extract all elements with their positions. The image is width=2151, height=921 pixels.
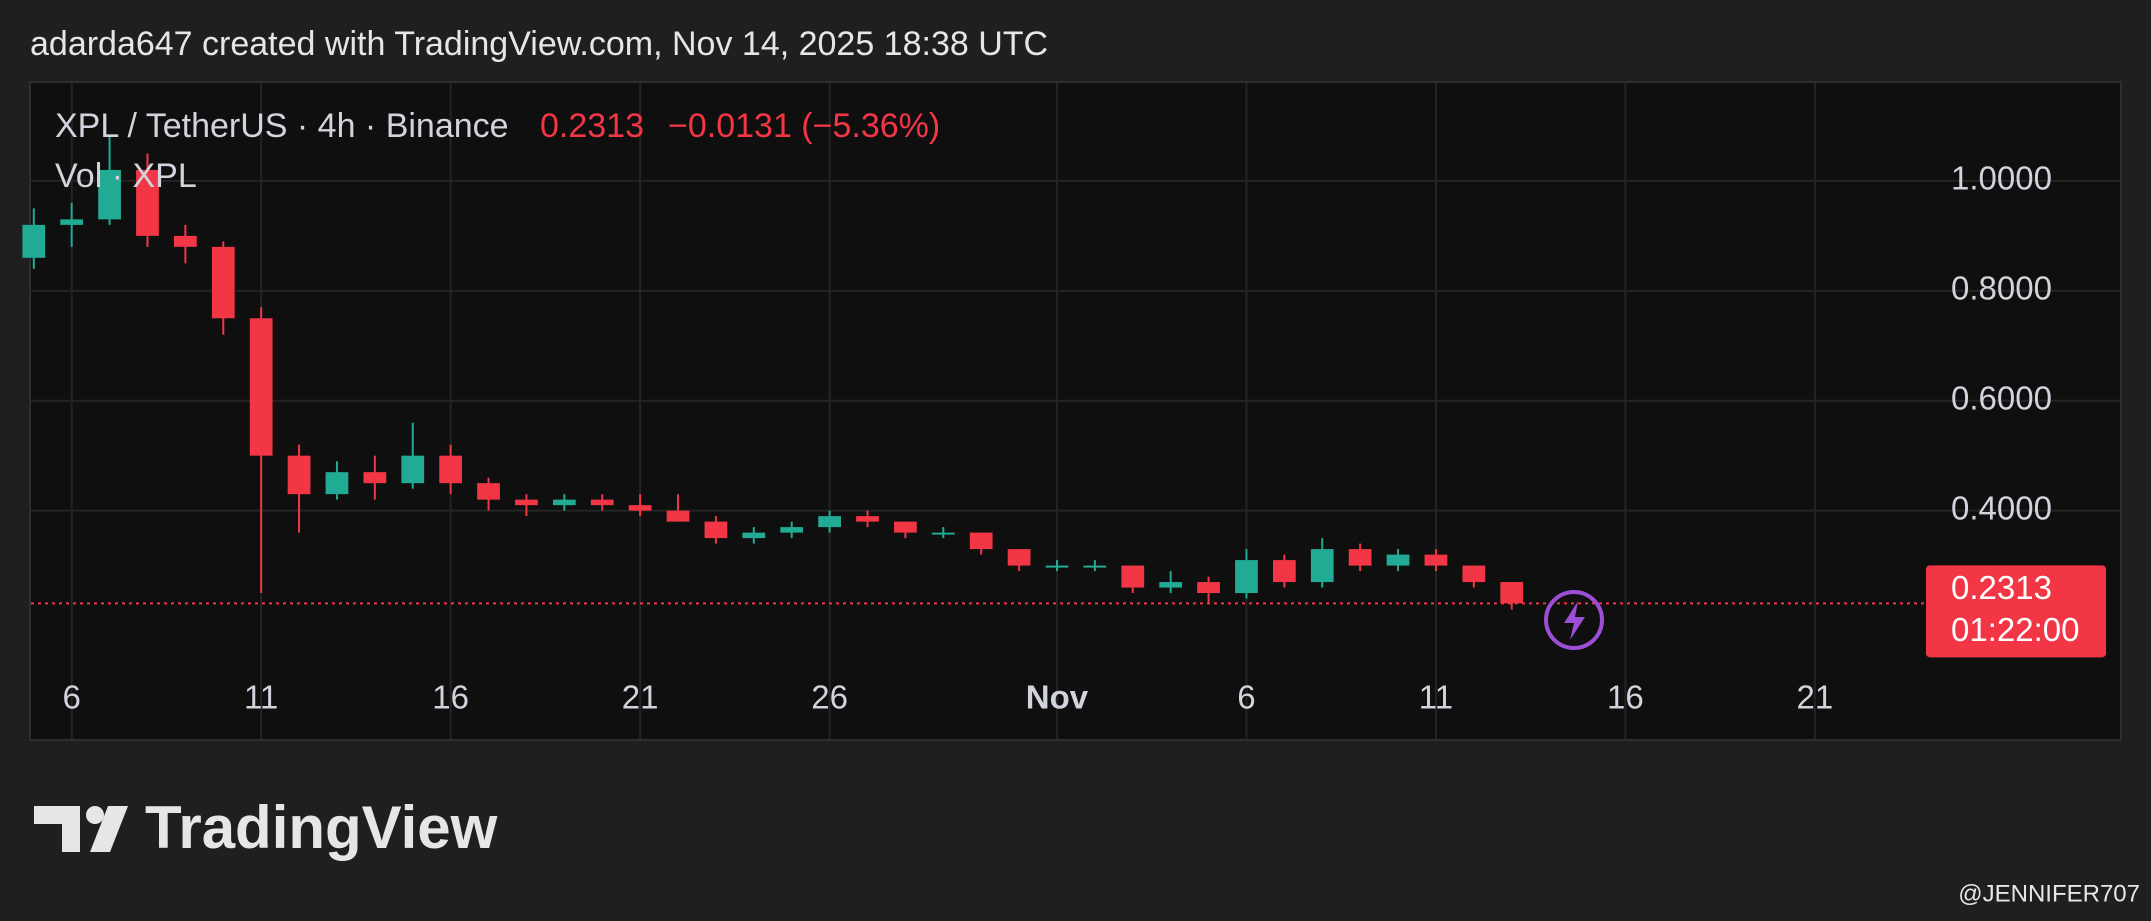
candle-body: [704, 521, 728, 539]
countdown-label: 01:22:00: [1951, 611, 2079, 648]
logo-slash: [90, 806, 128, 852]
alert-icon[interactable]: [1544, 590, 1604, 650]
candle-body: [1310, 549, 1334, 583]
y-tick-label: 0.8000: [1951, 270, 2052, 307]
candle-body: [1424, 554, 1448, 566]
candle-body: [401, 455, 425, 484]
last-price: 0.2313: [540, 107, 644, 145]
price-label: 0.2313: [1951, 569, 2052, 606]
candle-body: [1348, 549, 1372, 566]
caption: adarda647 created with TradingView.com, …: [30, 25, 1048, 63]
candle-body: [969, 532, 993, 550]
candle-body: [325, 472, 349, 495]
x-tick-label: Nov: [1026, 679, 1089, 716]
candle-body: [1197, 582, 1220, 594]
candle-body: [1045, 565, 1069, 568]
watermark: @JENNIFER707: [1958, 880, 2140, 907]
candle-body: [287, 455, 311, 495]
candle-body: [552, 499, 576, 506]
brand-name: TradingView: [145, 794, 498, 861]
candle-body: [818, 516, 841, 528]
volume-legend: Vol · XPL: [55, 157, 197, 195]
candle-body: [856, 516, 879, 522]
candle-body: [1462, 565, 1486, 583]
alert-circle[interactable]: [1544, 590, 1604, 650]
x-tick-label: 21: [1797, 679, 1834, 716]
y-tick-label: 0.4000: [1951, 489, 2052, 526]
candle-body: [894, 521, 917, 533]
candle-body: [931, 532, 955, 535]
y-tick-label: 1.0000: [1951, 160, 2052, 197]
candle-body: [1007, 549, 1031, 566]
symbol: XPL / TetherUS · 4h · Binance: [55, 107, 509, 145]
price-change: −0.0131 (−5.36%): [668, 107, 940, 145]
candle-body: [1121, 565, 1145, 588]
x-tick-label: 21: [622, 679, 659, 716]
plot: 6 11 16 21 26 Nov 6 11 16 21 0.4000 0.6000 0.8000 1.0…: [22, 83, 2120, 739]
candle-body: [174, 235, 197, 247]
x-tick-label: 16: [1607, 679, 1644, 716]
x-tick-label: 16: [432, 679, 469, 716]
candle-body: [1083, 565, 1107, 568]
candle-body: [780, 527, 804, 533]
candle-body: [477, 483, 500, 500]
candle-body: [439, 455, 463, 484]
candle-body: [1235, 560, 1258, 594]
candle-body: [249, 318, 273, 456]
candle-body: [1500, 582, 1524, 604]
x-tick-label: 26: [811, 679, 848, 716]
candle-body: [1386, 554, 1410, 566]
logo-dot: [86, 806, 104, 824]
candle-body: [22, 224, 46, 258]
x-tick-label: 11: [1419, 679, 1453, 716]
candle-body: [666, 510, 690, 522]
candle-body: [742, 532, 766, 539]
candle-body: [1159, 582, 1183, 588]
candle-body: [1272, 560, 1296, 583]
logo-mark: [34, 806, 80, 852]
x-tick-label: 6: [1237, 679, 1255, 716]
x-tick-label: 6: [63, 679, 81, 716]
chart-frame: [29, 81, 2122, 741]
y-tick-label: 0.6000: [1951, 379, 2052, 416]
x-tick-label: 11: [244, 679, 278, 716]
candle-body: [628, 505, 652, 511]
candle-body: [211, 246, 235, 319]
brand-logo: [34, 806, 128, 852]
candle-body: [590, 499, 614, 506]
price-label-box: [1926, 565, 2106, 658]
candle-body: [515, 499, 538, 506]
candle-body: [363, 472, 387, 484]
candle-body: [60, 219, 84, 225]
candle-body: [98, 169, 121, 220]
alert-bolt[interactable]: [1564, 601, 1585, 640]
candle-body: [136, 169, 159, 236]
